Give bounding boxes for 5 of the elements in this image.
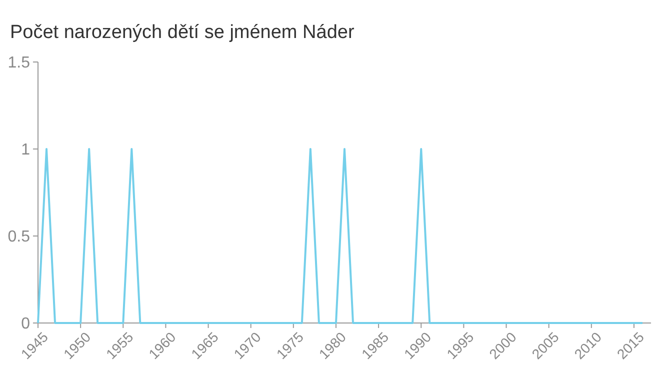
- chart-title: Počet narozených dětí se jménem Náder: [10, 22, 355, 43]
- y-tick-label: 0: [21, 316, 30, 333]
- y-tick-label: 1.5: [8, 54, 30, 72]
- y-tick-label: 0.5: [8, 228, 30, 246]
- y-tick-label: 1: [21, 142, 30, 159]
